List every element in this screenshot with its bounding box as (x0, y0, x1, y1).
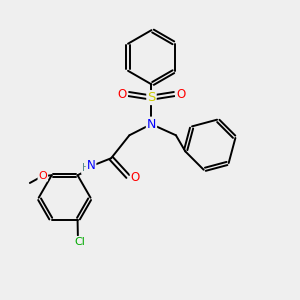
Text: N: N (147, 118, 156, 130)
Text: S: S (147, 91, 156, 104)
Text: O: O (118, 88, 127, 100)
Text: O: O (38, 171, 47, 181)
Text: Cl: Cl (75, 237, 86, 247)
Text: O: O (131, 172, 140, 184)
Text: H: H (82, 163, 90, 173)
Text: N: N (87, 159, 95, 172)
Text: O: O (176, 88, 185, 100)
